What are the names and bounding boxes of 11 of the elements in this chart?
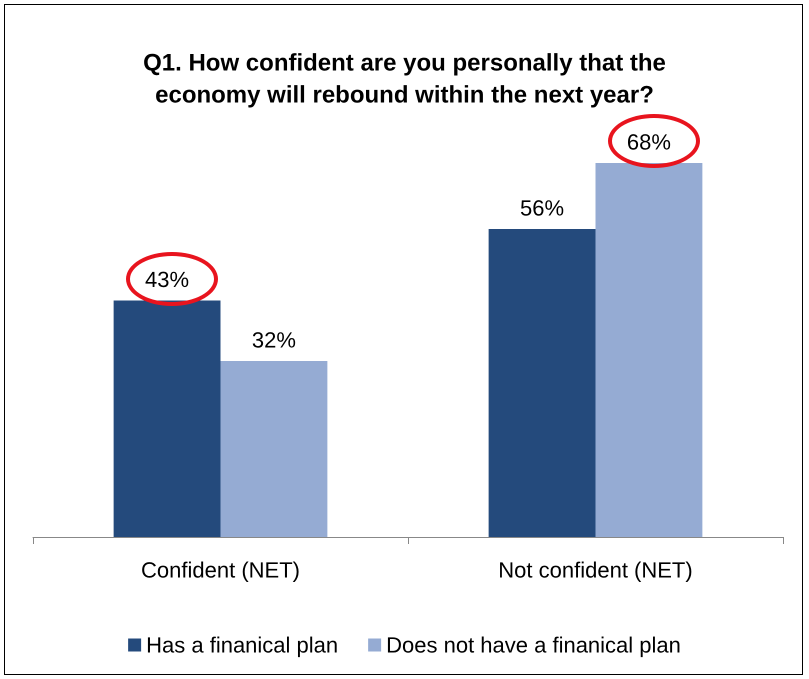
legend-label: Does not have a finanical plan	[386, 632, 681, 658]
data-label: 68%	[626, 130, 671, 154]
bar	[220, 361, 328, 537]
data-label: 32%	[252, 328, 296, 352]
x-tick-label: Confident (NET)	[141, 558, 300, 582]
legend-label: Has a finanical plan	[146, 632, 338, 658]
data-label: 56%	[520, 196, 564, 220]
x-tick-label: Not confident (NET)	[498, 558, 693, 582]
data-label: 43%	[145, 267, 190, 292]
chart-title: Q1. How confident are you personally that the economy will rebound within the next year?	[143, 50, 666, 108]
bar	[488, 229, 596, 537]
